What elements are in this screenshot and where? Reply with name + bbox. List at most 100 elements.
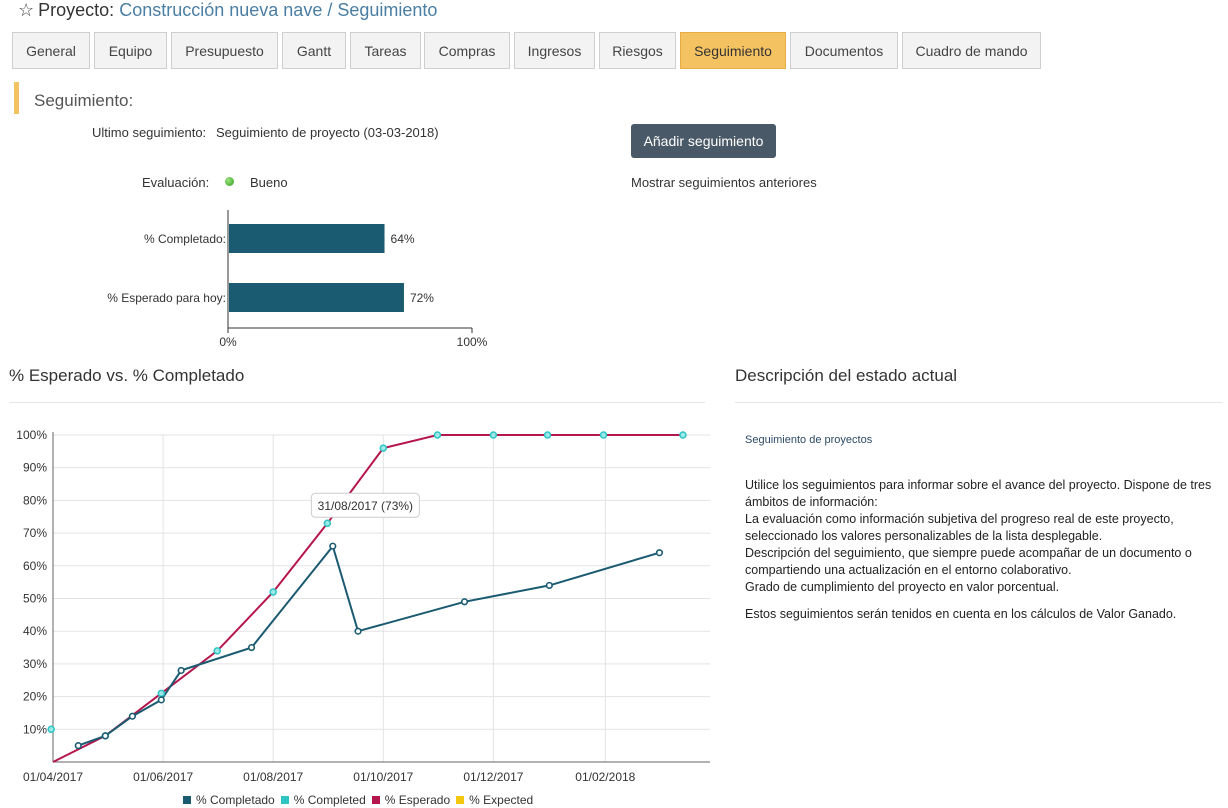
page-title-prefix: Proyecto: bbox=[38, 0, 115, 20]
data-point-completado bbox=[177, 666, 185, 675]
section-accent-bar bbox=[14, 82, 19, 114]
line-chart-title: % Esperado vs. % Completado bbox=[9, 366, 245, 385]
tab-documentos[interactable]: Documentos bbox=[790, 32, 898, 69]
add-followup-button[interactable]: Añadir seguimiento bbox=[631, 124, 776, 158]
progress-category-label: % Esperado para hoy: bbox=[107, 291, 226, 305]
description-footer: Estos seguimientos serán tenidos en cuen… bbox=[745, 607, 1177, 621]
tab-label: General bbox=[26, 42, 76, 59]
show-previous-followups-link[interactable]: Mostrar seguimientos anteriores bbox=[631, 175, 817, 190]
tab-cuadro-de-mando[interactable]: Cuadro de mando bbox=[902, 32, 1041, 69]
data-point-completed bbox=[213, 647, 221, 655]
y-tick-label: 100% bbox=[16, 428, 47, 442]
progress-value-label: 72% bbox=[410, 291, 434, 305]
series-line-completado bbox=[77, 544, 660, 747]
tab-compras[interactable]: Compras bbox=[424, 32, 510, 69]
tab-ingresos[interactable]: Ingresos bbox=[514, 32, 595, 69]
data-point-completado bbox=[460, 598, 469, 606]
tab-gantt[interactable]: Gantt bbox=[282, 32, 346, 69]
description-line: Descripción del seguimiento, que siempre… bbox=[745, 546, 1192, 577]
tab-tareas[interactable]: Tareas bbox=[350, 32, 421, 69]
expected-vs-completed-chart: 10% 20% 30% 40% 50% 60% 70% 80% 90% 100% 01/04/201… bbox=[16, 428, 710, 784]
tab-equipo[interactable]: Equipo bbox=[94, 32, 167, 69]
x-tick-label: 01/04/2017 bbox=[23, 770, 83, 784]
y-tick-label: 80% bbox=[23, 493, 47, 507]
data-point-completed bbox=[157, 689, 166, 698]
y-tick-label: 20% bbox=[23, 690, 47, 704]
star-outline-icon[interactable]: ☆ bbox=[18, 0, 35, 20]
tab-label: Tareas bbox=[364, 42, 407, 59]
data-point-completado bbox=[247, 643, 256, 652]
y-tick-label: 60% bbox=[23, 559, 47, 573]
data-point-completado bbox=[655, 549, 664, 557]
progress-tick-label: 0% bbox=[219, 335, 237, 349]
data-point-completed bbox=[323, 519, 332, 528]
x-tick-label: 01/08/2017 bbox=[243, 770, 303, 784]
data-point-completado bbox=[545, 581, 553, 590]
legend-swatch bbox=[280, 796, 289, 804]
progress-category-label: % Completado: bbox=[144, 232, 226, 246]
progress-value-label: 64% bbox=[391, 232, 415, 246]
tab-label: Presupuesto bbox=[185, 42, 264, 59]
tab-riesgos[interactable]: Riesgos bbox=[599, 32, 676, 69]
progress-tick-label: 100% bbox=[457, 335, 488, 349]
legend-swatch bbox=[371, 796, 380, 804]
progress-bar-expected bbox=[229, 283, 404, 312]
data-point-completado bbox=[354, 627, 362, 635]
divider bbox=[9, 402, 705, 403]
x-tick-label: 01/12/2017 bbox=[463, 770, 523, 784]
evaluation-value: Bueno bbox=[250, 175, 288, 190]
progress-bar-chart: % Completado: % Esperado para hoy: 64% 7… bbox=[107, 210, 488, 349]
data-point-completed bbox=[47, 725, 55, 734]
description-line: Grado de cumplimiento del proyecto en va… bbox=[745, 580, 1060, 594]
tab-presupuesto[interactable]: Presupuesto bbox=[171, 32, 278, 69]
legend-item[interactable]: % Expected bbox=[456, 793, 533, 807]
tab-label: Cuadro de mando bbox=[915, 42, 1028, 59]
description-text: Utilice los seguimientos para informar s… bbox=[745, 477, 1220, 623]
tab-label: Seguimiento bbox=[694, 42, 772, 59]
legend-item[interactable]: % Completado bbox=[183, 793, 275, 807]
data-point-completed bbox=[379, 444, 388, 452]
data-point-completado bbox=[329, 542, 337, 550]
data-point-completado bbox=[128, 712, 137, 720]
chart-tooltip: 31/08/2017 (73%) bbox=[310, 492, 420, 518]
data-point-completado bbox=[101, 732, 109, 740]
progress-bar-completed bbox=[229, 224, 385, 253]
project-name-link[interactable]: Construcción nueva nave / Seguimiento bbox=[119, 0, 438, 20]
x-tick-label: 01/10/2017 bbox=[353, 770, 413, 784]
legend-label: % Esperado bbox=[384, 793, 451, 807]
y-tick-label: 30% bbox=[23, 657, 47, 671]
tab-label: Equipo bbox=[108, 42, 153, 59]
data-point-completed bbox=[599, 431, 608, 439]
legend-label: % Completed bbox=[293, 793, 366, 807]
y-tick-label: 50% bbox=[23, 592, 47, 606]
evaluation-label: Evaluación: bbox=[142, 175, 210, 190]
y-tick-label: 40% bbox=[23, 624, 47, 638]
data-point-completado bbox=[74, 742, 82, 750]
tooltip-text: 31/08/2017 (73%) bbox=[318, 499, 413, 513]
description-title: Descripción del estado actual bbox=[735, 366, 958, 385]
divider bbox=[735, 402, 1223, 403]
data-point-completed bbox=[489, 431, 498, 439]
tab-label: Gantt bbox=[296, 42, 332, 59]
legend-swatch bbox=[183, 796, 191, 804]
description-subtitle: Seguimiento de proyectos bbox=[745, 434, 873, 446]
legend-item[interactable]: % Completed bbox=[280, 793, 366, 807]
tab-label: Riesgos bbox=[612, 42, 663, 59]
tab-seguimiento[interactable]: Seguimiento bbox=[680, 32, 786, 69]
legend-swatch bbox=[456, 796, 465, 804]
section-title: Seguimiento: bbox=[34, 91, 134, 110]
tooltip-box bbox=[310, 492, 420, 518]
x-tick-label: 01/02/2018 bbox=[575, 770, 635, 784]
series-line-esperado bbox=[52, 434, 683, 763]
tab-general[interactable]: General bbox=[12, 32, 90, 69]
data-point-completed bbox=[679, 431, 687, 439]
tab-label: Compras bbox=[438, 42, 496, 59]
x-tick-label: 01/06/2017 bbox=[133, 770, 193, 784]
page-title: ☆ Proyecto: Construcción nueva nave / Seg… bbox=[18, 0, 437, 24]
data-point-completed bbox=[433, 431, 442, 439]
y-tick-label: 90% bbox=[23, 461, 47, 475]
chart-legend: % Completado % Completed % Esperado % Ex… bbox=[183, 793, 533, 807]
y-tick-label: 10% bbox=[23, 722, 47, 736]
y-tick-label: 70% bbox=[23, 526, 47, 540]
legend-item[interactable]: % Esperado bbox=[371, 793, 451, 807]
